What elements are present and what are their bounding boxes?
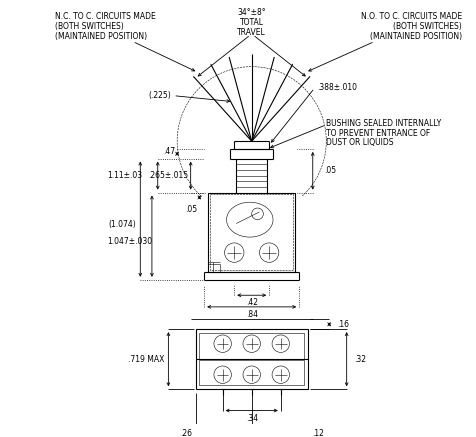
Text: (.225): (.225) <box>149 91 171 100</box>
Text: 1.11±.03: 1.11±.03 <box>107 171 142 180</box>
Text: .42: .42 <box>246 298 258 308</box>
Text: .47: .47 <box>163 147 175 156</box>
Text: .84: .84 <box>246 310 258 319</box>
Bar <box>199 360 304 385</box>
Text: .05: .05 <box>324 166 337 175</box>
Text: .05: .05 <box>185 205 198 215</box>
Text: N.O. TO C. CIRCUITS MADE: N.O. TO C. CIRCUITS MADE <box>361 12 462 21</box>
Text: (BOTH SWITCHES): (BOTH SWITCHES) <box>393 22 462 31</box>
Text: TO PREVENT ENTRANCE OF: TO PREVENT ENTRANCE OF <box>327 128 431 138</box>
Text: 34°±8°: 34°±8° <box>238 8 266 17</box>
Text: (MAINTAINED POSITION): (MAINTAINED POSITION) <box>55 32 147 41</box>
Text: (MAINTAINED POSITION): (MAINTAINED POSITION) <box>370 32 462 41</box>
Text: .16: .16 <box>337 320 349 329</box>
Text: .388±.010: .388±.010 <box>317 83 357 92</box>
Bar <box>208 264 220 272</box>
Text: .34: .34 <box>246 414 258 423</box>
Text: (1.074): (1.074) <box>109 221 137 229</box>
Text: 1.047±.030: 1.047±.030 <box>107 237 152 246</box>
Text: BUSHING SEALED INTERNALLY: BUSHING SEALED INTERNALLY <box>327 119 442 128</box>
Bar <box>210 194 293 270</box>
Bar <box>199 333 304 359</box>
Text: N.C. TO C. CIRCUITS MADE: N.C. TO C. CIRCUITS MADE <box>55 12 156 21</box>
Text: TRAVEL: TRAVEL <box>238 28 266 37</box>
Text: .12: .12 <box>312 429 324 437</box>
Text: TOTAL: TOTAL <box>240 18 264 27</box>
Text: .265±.015: .265±.015 <box>149 171 189 180</box>
Text: .719 MAX: .719 MAX <box>128 355 165 364</box>
Bar <box>196 329 308 389</box>
Text: DUST OR LIQUIDS: DUST OR LIQUIDS <box>327 138 394 147</box>
Text: .26: .26 <box>179 429 192 437</box>
Text: (BOTH SWITCHES): (BOTH SWITCHES) <box>55 22 124 31</box>
Text: .32: .32 <box>355 355 367 364</box>
Bar <box>208 193 295 272</box>
